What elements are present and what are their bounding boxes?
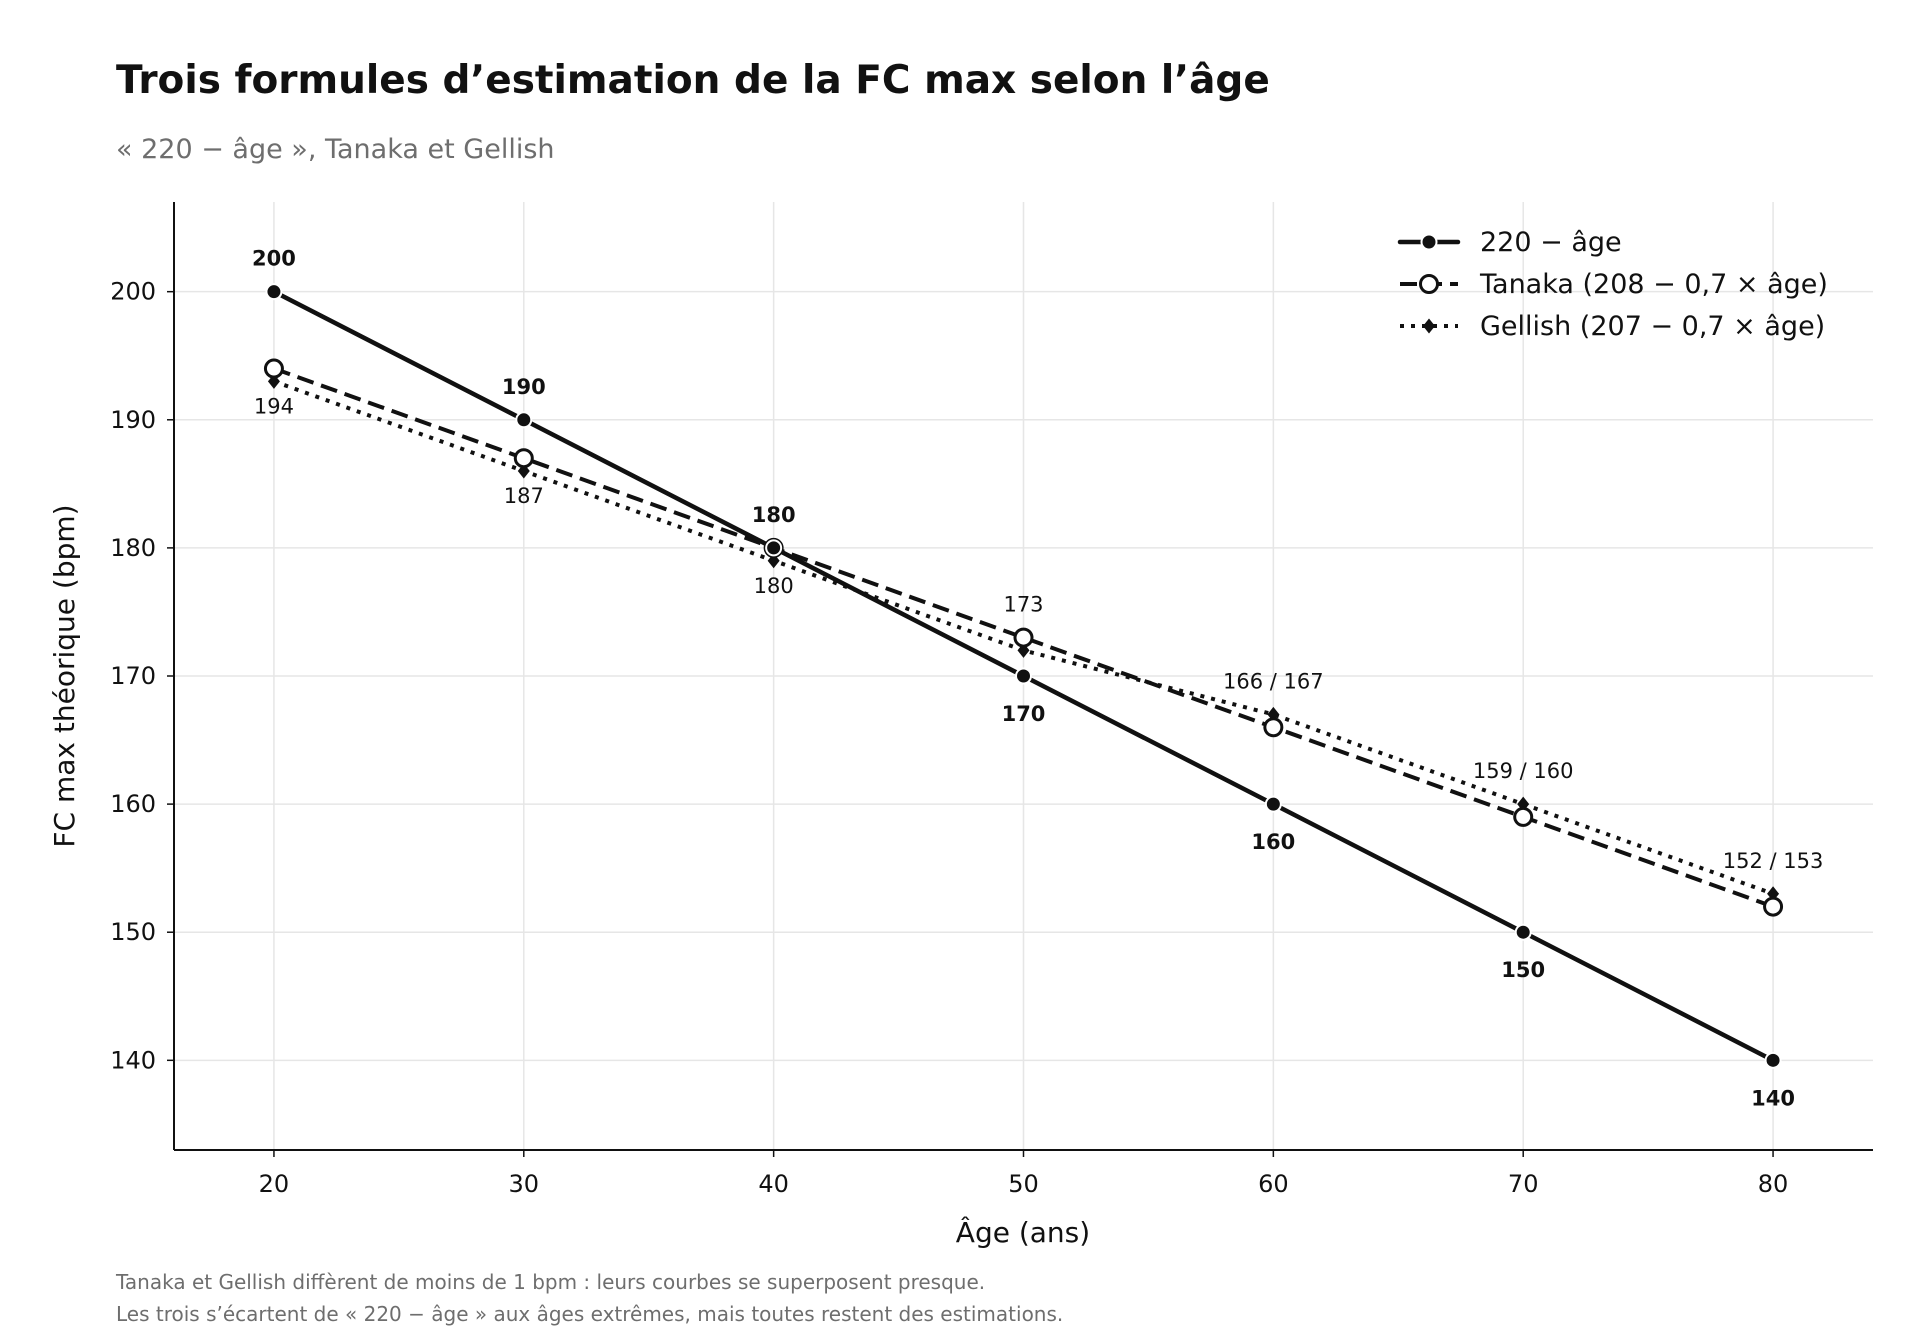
legend-entry: Tanaka (208 − 0,7 × âge) bbox=[1479, 269, 1828, 300]
y-tick-labels: 140 150 160 170 180 190 200 bbox=[110, 278, 156, 1075]
data-label: 187 bbox=[504, 484, 544, 508]
marker-filled-circle bbox=[1514, 923, 1532, 941]
marker-diamond bbox=[1423, 318, 1435, 334]
data-label: 173 bbox=[1003, 593, 1043, 617]
x-tick-label: 70 bbox=[1508, 1170, 1539, 1198]
data-label: 140 bbox=[1751, 1086, 1795, 1110]
marker-filled-circle bbox=[1764, 1051, 1782, 1069]
x-tick-labels: 20 30 40 50 60 70 80 bbox=[259, 1170, 1789, 1198]
chart-title: Trois formules d’estimation de la FC max… bbox=[116, 58, 1270, 103]
marker-open-circle bbox=[1263, 717, 1284, 738]
data-label: 194 bbox=[254, 395, 294, 419]
data-label: 180 bbox=[754, 574, 794, 598]
y-tick-label: 150 bbox=[110, 918, 156, 946]
grid bbox=[174, 202, 1873, 1150]
footnote-line-1: Tanaka et Gellish diffèrent de moins de … bbox=[115, 1270, 985, 1294]
y-tick-label: 170 bbox=[110, 662, 156, 690]
chart-subtitle: « 220 − âge », Tanaka et Gellish bbox=[116, 134, 555, 165]
data-label: 152 / 153 bbox=[1723, 849, 1824, 873]
x-axis-label: Âge (ans) bbox=[956, 1215, 1090, 1249]
legend: 220 − âge Tanaka (208 − 0,7 × âge) Gellish… bbox=[1397, 227, 1828, 342]
data-label: 159 / 160 bbox=[1473, 759, 1574, 783]
x-tick-label: 80 bbox=[1758, 1170, 1789, 1198]
y-tick-label: 160 bbox=[110, 790, 156, 818]
marker-filled-circle bbox=[1015, 667, 1032, 685]
marker-open-circle bbox=[1419, 274, 1439, 294]
data-label: 150 bbox=[1501, 958, 1545, 982]
y-tick-label: 140 bbox=[110, 1046, 156, 1074]
data-label: 170 bbox=[1002, 702, 1046, 726]
axes bbox=[167, 202, 1873, 1157]
x-tick-label: 50 bbox=[1008, 1170, 1039, 1198]
marker-open-circle bbox=[263, 358, 284, 379]
footnote-line-2: Les trois s’écartent de « 220 − âge » au… bbox=[116, 1302, 1063, 1326]
data-label: 160 bbox=[1251, 830, 1295, 854]
marker-filled-circle bbox=[515, 411, 533, 429]
marker-filled-circle bbox=[1264, 795, 1282, 813]
legend-entry: 220 − âge bbox=[1480, 227, 1622, 258]
marker-filled-circle bbox=[265, 283, 283, 301]
y-axis-label: FC max théorique (bpm) bbox=[48, 504, 81, 847]
legend-entry: Gellish (207 − 0,7 × âge) bbox=[1480, 311, 1825, 342]
x-tick-label: 20 bbox=[259, 1170, 290, 1198]
marker-filled-circle bbox=[765, 539, 783, 557]
data-label: 180 bbox=[752, 503, 796, 527]
marker-filled-circle bbox=[1420, 233, 1438, 251]
x-tick-label: 30 bbox=[509, 1170, 540, 1198]
y-tick-label: 190 bbox=[110, 406, 156, 434]
data-label: 200 bbox=[252, 247, 296, 271]
x-tick-label: 60 bbox=[1258, 1170, 1289, 1198]
marker-open-circle bbox=[1513, 806, 1534, 827]
marker-open-circle bbox=[513, 448, 534, 469]
data-label: 166 / 167 bbox=[1223, 669, 1324, 693]
data-labels: 200 190 180 170 160 150 140 194 187 180 173 166 / 1… bbox=[252, 247, 1823, 1111]
series-markers bbox=[263, 283, 1784, 1069]
y-tick-label: 200 bbox=[110, 278, 156, 306]
y-tick-label: 180 bbox=[110, 534, 156, 562]
x-tick-label: 40 bbox=[758, 1170, 789, 1198]
marker-open-circle bbox=[1763, 896, 1784, 917]
data-label: 190 bbox=[502, 375, 546, 399]
marker-open-circle bbox=[1013, 627, 1034, 648]
